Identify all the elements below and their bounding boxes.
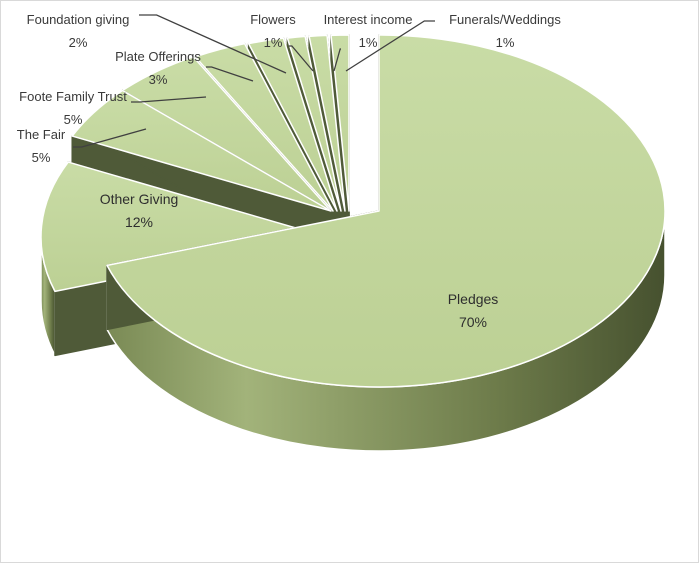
slice-top-interest-income xyxy=(308,34,346,212)
leader-line-funerals-weddings xyxy=(345,20,435,72)
slice-top-the-fair xyxy=(71,89,332,212)
label-plate-offerings-pct: 3% xyxy=(149,72,168,87)
label-foundation-giving-pct: 2% xyxy=(69,35,88,50)
leader-lines xyxy=(73,14,435,148)
slice-top-other-giving xyxy=(40,161,328,293)
label-foote-family-trust-pct: 5% xyxy=(64,112,83,127)
label-the-fair-pct: 5% xyxy=(32,150,51,165)
label-funerals-weddings-pct: 1% xyxy=(496,35,515,50)
slice-top-foundation-giving xyxy=(247,37,338,212)
leader-line-foundation-giving xyxy=(139,14,287,74)
label-plate-offerings-name: Plate Offerings xyxy=(115,49,201,64)
leader-line-interest-income xyxy=(333,48,341,72)
pie-slices xyxy=(40,34,666,452)
label-funerals-weddings-name: Funerals/Weddings xyxy=(449,12,561,27)
label-the-fair-name: The Fair xyxy=(17,127,66,142)
slice-top-pledges xyxy=(106,34,666,388)
leader-line-the-fair xyxy=(73,128,147,148)
slice-top-plate-offerings xyxy=(194,42,334,212)
label-foundation-giving-name: Foundation giving xyxy=(27,12,130,27)
leader-line-foote-family-trust xyxy=(131,96,207,103)
label-other-giving-pct: 12% xyxy=(125,214,153,230)
leader-line-plate-offerings xyxy=(206,66,254,82)
slice-labels: Pledges 70% Other Giving 12% The Fair 5%… xyxy=(17,12,562,330)
label-flowers-name: Flowers xyxy=(250,12,296,27)
label-foote-family-trust-name: Foote Family Trust xyxy=(19,89,127,104)
label-interest-income-name: Interest income xyxy=(324,12,413,27)
label-pledges-pct: 70% xyxy=(459,314,487,330)
slice-top-funerals-weddings xyxy=(330,34,350,212)
label-pledges-name: Pledges xyxy=(448,291,499,307)
label-flowers-pct: 1% xyxy=(264,35,283,50)
label-other-giving-name: Other Giving xyxy=(100,191,179,207)
label-interest-income-pct: 1% xyxy=(359,35,378,50)
leader-line-flowers xyxy=(289,45,314,72)
slice-top-flowers xyxy=(286,35,342,212)
